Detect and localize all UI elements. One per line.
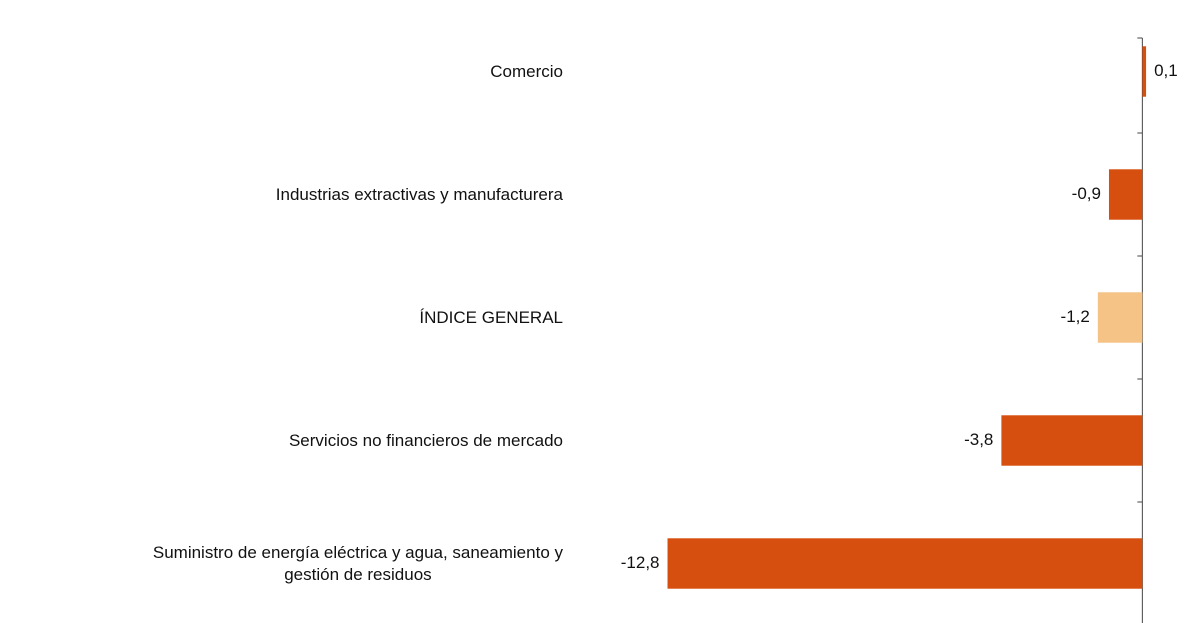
bar (1142, 46, 1147, 97)
value-label: -1,2 (1061, 307, 1090, 326)
category-label: Comercio (490, 61, 563, 83)
category-text: Comercio (490, 61, 563, 81)
value-label: -3,8 (964, 430, 993, 449)
category-text: Servicios no financieros de mercado (288, 430, 563, 450)
value-label: -0,9 (1072, 184, 1101, 203)
category-label: Suministro de energía eléctrica y agua, … (153, 542, 563, 586)
bar (667, 538, 1143, 589)
value-label: 0,1 (1154, 61, 1178, 80)
category-text: ÍNDICE GENERAL (419, 307, 563, 327)
bar (1001, 415, 1143, 466)
category-label: Industrias extractivas y manufacturera (276, 184, 563, 206)
value-label: -12,8 (621, 553, 660, 572)
category-text: Industrias extractivas y manufacturera (275, 184, 563, 204)
bar (1097, 292, 1143, 343)
bar (1108, 169, 1143, 220)
category-label: Servicios no financieros de mercado (289, 430, 563, 452)
category-label: ÍNDICE GENERAL (419, 307, 563, 329)
category-text: Suministro de energía eléctrica y agua, … (152, 542, 563, 584)
